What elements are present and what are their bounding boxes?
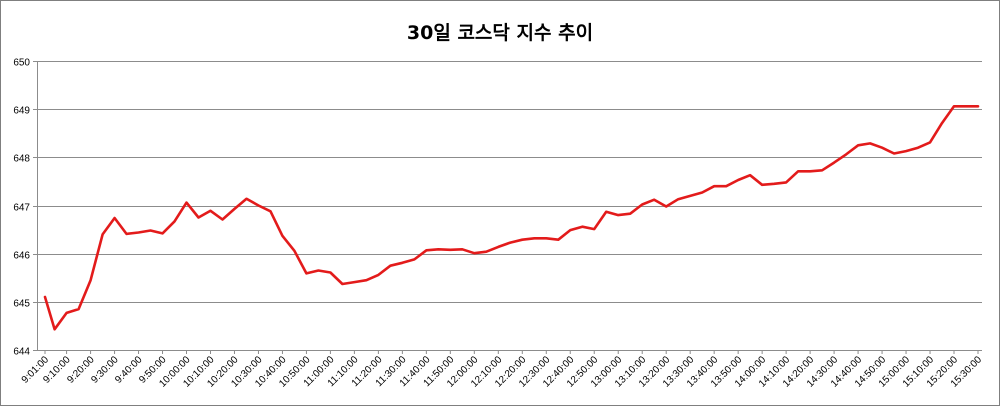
series-layer	[43, 105, 980, 331]
y-tick-labels: 644 645 646 647 648 649 650	[13, 58, 30, 358]
y-tick-label: 648	[13, 154, 30, 165]
chart-title: 30일 코스닥 지수 추이	[407, 22, 593, 44]
x-tick-labels: 9:01:009:10:009:20:009:30:009:40:009:50:…	[20, 354, 985, 390]
y-tick-label: 647	[13, 203, 30, 214]
gridlines	[37, 61, 982, 303]
y-tick-label: 644	[13, 347, 30, 358]
y-tick-label: 645	[13, 299, 30, 310]
y-tick-label: 650	[13, 58, 30, 69]
y-tick-label: 649	[13, 106, 30, 117]
axes	[33, 61, 982, 354]
y-tick-label: 646	[13, 251, 30, 262]
series-line	[43, 105, 980, 331]
